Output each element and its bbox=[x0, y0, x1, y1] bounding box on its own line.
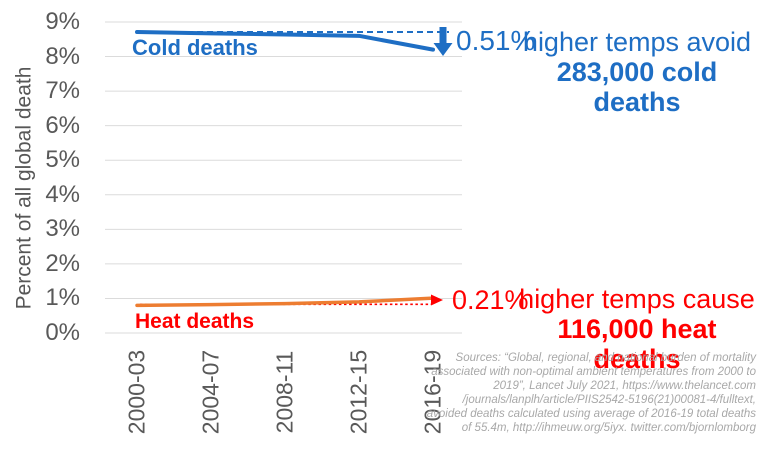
y-tick-label: 3% bbox=[45, 215, 80, 243]
cold-callout-line1: higher temps avoid bbox=[522, 27, 752, 57]
x-tick-label: 2008-11 bbox=[271, 350, 298, 434]
right-arrow-icon bbox=[431, 294, 443, 306]
heat-callout-line2: 116,000 heat deaths bbox=[557, 314, 717, 374]
cold-callout: higher temps avoid 283,000 cold deaths bbox=[514, 27, 760, 117]
cold-deaths-series-label: Cold deaths bbox=[132, 35, 258, 60]
cold-delta-value: 0.51% bbox=[456, 25, 536, 56]
source-line: of 55.4m, http://ihmeuw.org/5iyx. twitte… bbox=[461, 422, 756, 434]
y-tick-label: 6% bbox=[45, 111, 80, 139]
heat-delta-value: 0.21% bbox=[452, 285, 529, 315]
heat-callout: higher temps cause 116,000 heat deaths bbox=[514, 284, 760, 374]
heat-callout-line1: higher temps cause bbox=[519, 284, 755, 314]
x-tick-label: 2012-15 bbox=[345, 349, 372, 435]
source-line: avoided deaths calculated using average … bbox=[426, 408, 756, 420]
series-line-heat-deaths bbox=[135, 296, 435, 308]
y-tick-label: 8% bbox=[45, 42, 80, 70]
y-tick-label: 0% bbox=[45, 319, 80, 346]
y-tick-label: 2% bbox=[45, 249, 80, 277]
source-line: Sources: “Global, regional, and national… bbox=[455, 352, 756, 364]
y-tick-label: 1% bbox=[45, 284, 80, 312]
source-line: 2019”, Lancet July 2021, https://www.the… bbox=[493, 380, 756, 392]
down-arrow-icon bbox=[433, 27, 453, 56]
cold-callout-line2: 283,000 cold deaths bbox=[556, 57, 718, 117]
x-tick-label: 2000-03 bbox=[123, 349, 150, 435]
series-line-cold-deaths bbox=[135, 30, 435, 52]
y-tick-label: 4% bbox=[45, 180, 80, 208]
y-tick-label: 5% bbox=[45, 146, 80, 174]
y-tick-label: 9% bbox=[45, 8, 80, 35]
source-line: associated with non-optimal ambient temp… bbox=[431, 366, 756, 378]
y-tick-label: 7% bbox=[45, 77, 80, 105]
x-tick-label: 2004-07 bbox=[197, 349, 224, 435]
heat-deaths-series-label: Heat deaths bbox=[135, 310, 255, 333]
source-attribution: Sources: “Global, regional, and national… bbox=[422, 351, 756, 435]
source-line: /journals/lanplh/article/PIIS2542-5196(2… bbox=[462, 394, 756, 406]
